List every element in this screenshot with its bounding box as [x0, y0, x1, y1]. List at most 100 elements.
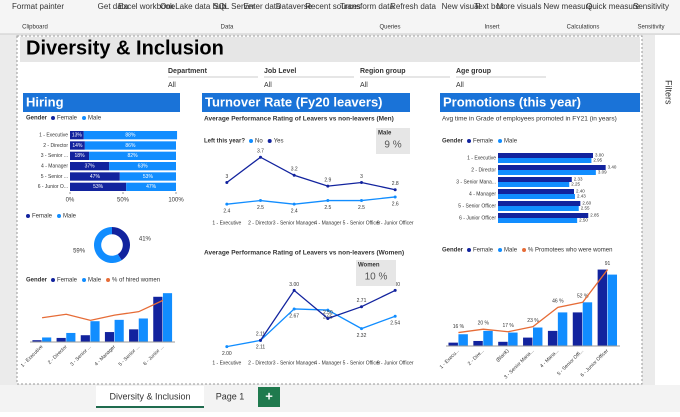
ribbon-button[interactable]: Get data	[98, 2, 129, 11]
filters-pane-label[interactable]: Filters	[664, 80, 674, 105]
filter-value[interactable]: All	[168, 82, 176, 89]
legend-marker	[51, 116, 56, 120]
ribbon-button[interactable]: Format painter	[12, 2, 64, 11]
title-bar	[20, 37, 640, 62]
legend-title: Left this year?	[204, 139, 245, 145]
bar	[84, 141, 176, 150]
ribbon-button[interactable]: Dataverse	[276, 2, 313, 11]
filter-value[interactable]: All	[456, 82, 464, 89]
bar	[498, 165, 606, 170]
ribbon-group-label: Data	[221, 25, 234, 31]
line-series	[41, 299, 164, 322]
bar	[498, 341, 508, 346]
bar	[70, 162, 110, 171]
data-label: 13%	[72, 132, 83, 138]
legend-title: Gender	[442, 139, 464, 145]
legend-marker	[106, 278, 111, 282]
category-label: 4 - Manager	[41, 163, 68, 169]
legend-item: Male	[88, 278, 102, 284]
bar	[109, 162, 176, 171]
tab-active[interactable]	[96, 386, 204, 408]
add-page-label[interactable]: +	[265, 388, 273, 403]
category-label: 3 - Senior ...	[41, 153, 68, 159]
legend-marker	[82, 116, 87, 120]
data-label: 2.40	[576, 189, 585, 194]
legend-marker	[57, 214, 62, 218]
ribbon-button[interactable]: Sensitivity	[633, 2, 669, 11]
data-label: 2.5	[257, 205, 264, 211]
section-header	[23, 93, 180, 112]
line-series	[458, 269, 609, 334]
tab-label[interactable]: Page 1	[216, 391, 245, 401]
legend-marker	[467, 248, 472, 252]
legend-marker	[498, 139, 503, 143]
filter-label: Age group	[456, 68, 491, 75]
ribbon-button[interactable]: New visual	[442, 2, 481, 11]
card-label: Women	[358, 263, 380, 269]
bar	[104, 332, 115, 342]
x-tick-label: 2 - Director	[248, 360, 273, 366]
ribbon-button[interactable]: Refresh data	[390, 2, 436, 11]
data-label: 3	[225, 174, 228, 180]
bar	[498, 218, 578, 223]
data-label: 2.32	[357, 333, 367, 339]
ribbon-button[interactable]: OneLake data hub	[160, 2, 226, 11]
x-tick-label: 3 - Senior Manager	[273, 360, 316, 366]
section-header	[440, 93, 640, 112]
ribbon-button[interactable]: Transform data	[340, 2, 394, 11]
data-label: 2.54	[390, 321, 400, 327]
data-label: 3.7	[257, 149, 264, 155]
ribbon-button[interactable]: Excel workbook	[118, 2, 175, 11]
ribbon-button[interactable]: New measure	[543, 2, 593, 11]
ribbon-button[interactable]: Quick measure	[586, 2, 640, 11]
data-label: 46 %	[552, 299, 564, 305]
x-tick-label: 5 - Senior Officer	[343, 220, 381, 226]
filter-value[interactable]: All	[360, 82, 368, 89]
ribbon-button[interactable]: More visuals	[497, 2, 542, 11]
line-series	[226, 196, 396, 205]
filters-pane[interactable]	[655, 35, 680, 385]
data-label: 2.50	[579, 218, 588, 223]
data-label: 2.5	[358, 205, 365, 211]
legend-marker	[51, 278, 56, 282]
legend-title: Gender	[442, 248, 464, 254]
bar	[162, 293, 173, 342]
category-label: 5 - Senior ...	[41, 174, 68, 180]
ribbon-button[interactable]: Recent sources	[305, 2, 361, 11]
category-label: 1 - Executive	[39, 132, 68, 138]
bar	[498, 158, 592, 163]
category-label: 3 - Senior Mana...	[456, 179, 496, 185]
data-label: 2.95	[593, 158, 602, 163]
category-label: 1 - Executive	[467, 155, 496, 161]
data-label: 17 %	[502, 323, 514, 329]
bar	[597, 269, 608, 346]
data-label: 23 %	[527, 318, 539, 324]
x-tick-label: 0%	[66, 198, 75, 204]
bar	[483, 330, 493, 346]
data-label: 53%	[93, 184, 104, 190]
tab-label[interactable]: Diversity & Inclusion	[109, 391, 190, 401]
x-tick-label: 1 - Executive	[212, 360, 241, 366]
bar	[70, 131, 84, 140]
data-label: 3.2	[291, 167, 298, 173]
ribbon-button[interactable]: SQL Server	[213, 2, 255, 11]
bar	[70, 182, 127, 191]
section-header	[202, 93, 410, 112]
legend-item: % of hired women	[112, 278, 160, 284]
category-label: 5 - Senior Officer	[458, 203, 496, 209]
ribbon-button[interactable]: Enter data	[244, 2, 281, 11]
bar	[523, 337, 533, 346]
card-value: 10 %	[365, 272, 388, 283]
data-label: 86%	[125, 143, 136, 149]
bar	[448, 342, 458, 346]
bar	[32, 340, 42, 342]
legend-marker	[498, 248, 503, 252]
ribbon-button[interactable]: Text box	[474, 2, 504, 11]
category-label: 2 - Director	[471, 167, 496, 173]
add-page-button[interactable]	[258, 387, 280, 407]
data-label: 3.09	[598, 170, 607, 175]
data-label: 47%	[90, 174, 101, 180]
bar	[66, 332, 76, 342]
filter-value[interactable]: All	[264, 82, 272, 89]
legend-item: % Promotees who were women	[528, 248, 612, 254]
